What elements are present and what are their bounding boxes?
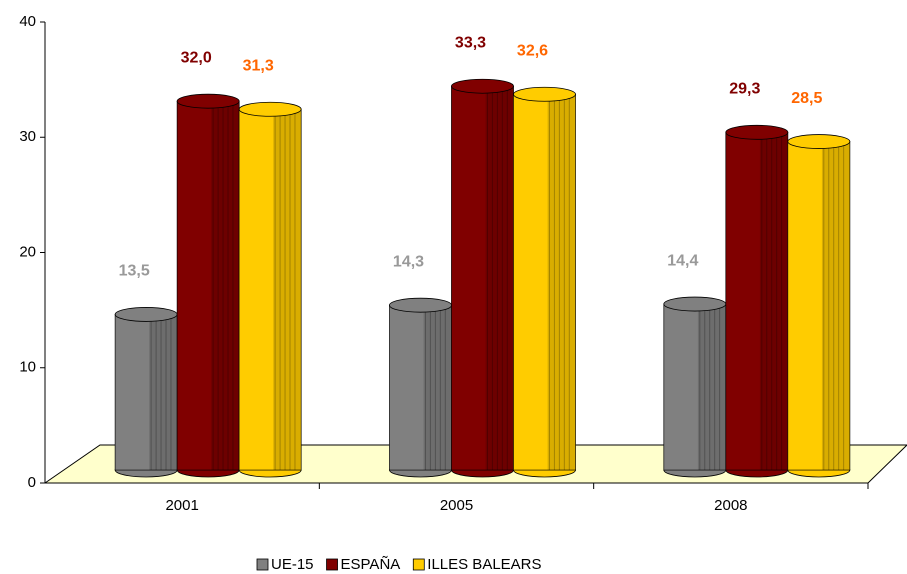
- bar-shade: [239, 109, 302, 470]
- bar-dark: [759, 132, 788, 470]
- legend-swatch: [256, 558, 269, 571]
- bar-shade: [787, 141, 850, 470]
- legend-label: UE-15: [271, 556, 314, 573]
- bar-top: [513, 86, 576, 102]
- bar-top: [389, 297, 452, 313]
- bar-dark: [821, 141, 850, 470]
- value-label: 31,3: [243, 57, 274, 74]
- y-tick-label: 0: [28, 474, 36, 491]
- bar-top: [663, 296, 727, 312]
- bar-dark: [149, 314, 178, 470]
- y-tick-label: 20: [19, 243, 36, 260]
- bar-shade: [177, 101, 240, 470]
- value-label: 32,6: [517, 43, 548, 60]
- y-tick-label: 10: [19, 359, 36, 376]
- bar-top: [176, 93, 240, 109]
- value-label: 13,5: [119, 263, 150, 280]
- value-label: 33,3: [455, 34, 486, 51]
- bar-top: [114, 307, 178, 322]
- bar-shade: [513, 94, 576, 470]
- value-label: 14,3: [393, 253, 424, 270]
- value-label: 14,4: [667, 252, 698, 269]
- bar-dark: [485, 86, 514, 470]
- legend-swatch: [326, 558, 338, 571]
- bar-shade: [451, 86, 514, 470]
- x-tick-label: 2008: [714, 497, 747, 514]
- legend-swatch: [412, 558, 425, 571]
- bar-shade: [389, 305, 452, 470]
- value-label: 32,0: [181, 49, 212, 66]
- bar-shade: [663, 304, 726, 470]
- y-tick-label: 30: [19, 128, 36, 145]
- bar-top: [725, 124, 789, 140]
- y-tick-label: 40: [19, 13, 36, 30]
- legend-label: ILLES BALEARS: [427, 556, 541, 573]
- value-label: 28,5: [791, 90, 822, 107]
- x-tick-label: 2005: [440, 497, 473, 514]
- bar-top: [238, 101, 302, 117]
- bar-dark: [547, 94, 576, 470]
- bar-dark: [211, 101, 240, 470]
- value-label: 29,3: [729, 81, 760, 98]
- bar-dark: [697, 304, 726, 470]
- bar-dark: [273, 109, 302, 470]
- legend-label: ESPAÑA: [341, 556, 401, 573]
- bar-top: [451, 78, 514, 94]
- bar-shade: [725, 132, 788, 470]
- bar-top: [787, 134, 851, 149]
- bar-shade: [115, 314, 178, 470]
- x-tick-label: 2001: [165, 497, 198, 514]
- bar-dark: [423, 305, 452, 470]
